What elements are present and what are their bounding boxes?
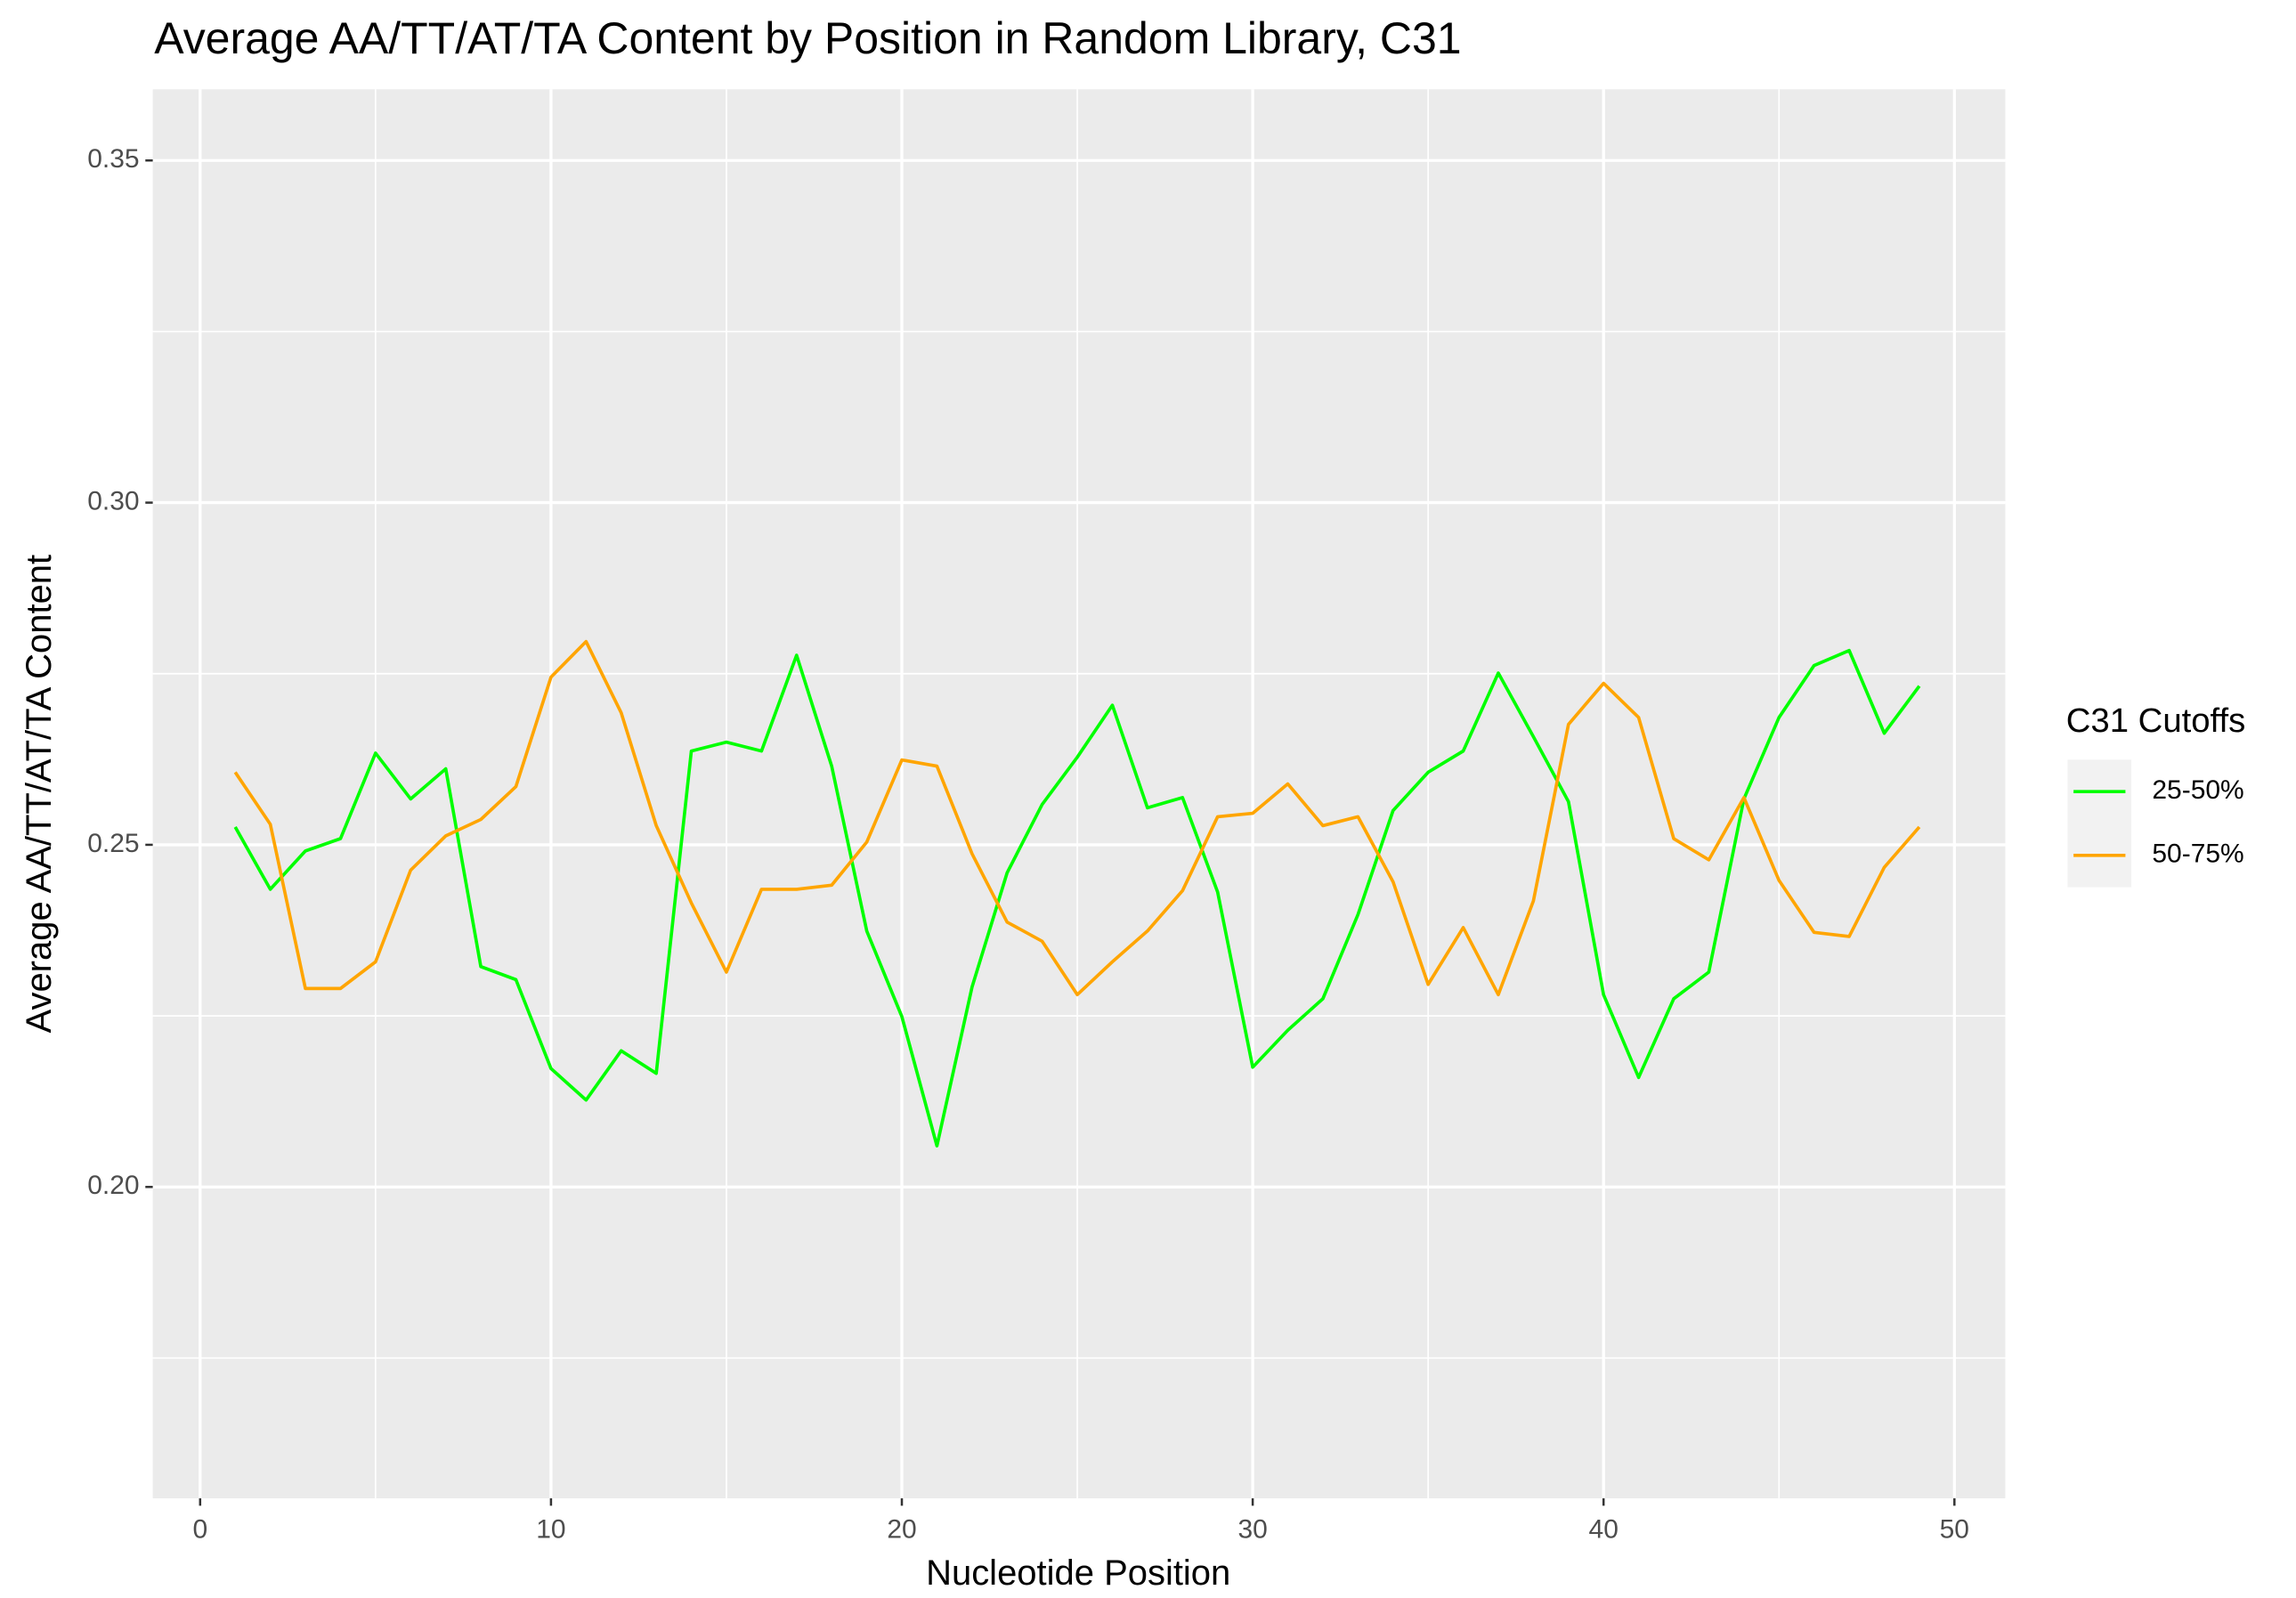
legend-label: 25-50% [2152, 775, 2243, 805]
chart-title: Average AA/TT/AT/TA Content by Position … [154, 13, 1461, 63]
legend-label: 50-75% [2152, 840, 2243, 869]
x-tick-label: 10 [536, 1515, 565, 1545]
x-axis-title: Nucleotide Position [926, 1553, 1230, 1593]
y-tick-label: 0.35 [87, 144, 139, 174]
y-tick-label: 0.30 [87, 487, 139, 516]
legend-title: C31 Cutoffs [2066, 702, 2246, 740]
y-tick-label: 0.20 [87, 1171, 139, 1200]
series-line [233, 648, 1921, 1148]
x-tick-label: 30 [1237, 1515, 1267, 1545]
y-axis-title: Average AA/TT/AT/TA Content [20, 555, 59, 1034]
plot-panel [152, 89, 2006, 1499]
y-tick-label: 0.25 [87, 829, 139, 858]
x-tick-label: 40 [1589, 1515, 1619, 1545]
x-tick-label: 0 [192, 1515, 207, 1545]
x-tick-label: 20 [887, 1515, 916, 1545]
x-tick-label: 50 [1940, 1515, 1969, 1545]
series-line [233, 639, 1921, 997]
